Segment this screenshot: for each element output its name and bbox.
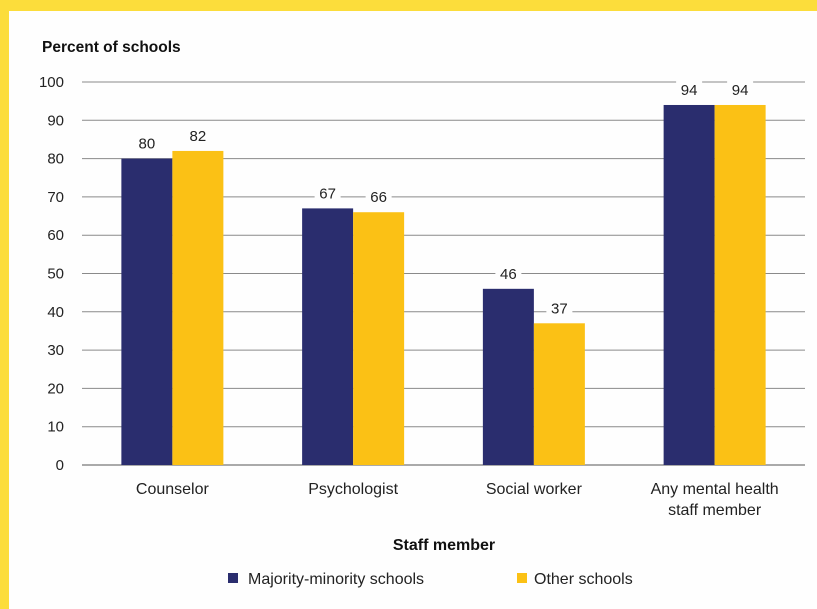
data-label-background — [133, 134, 160, 153]
bar — [714, 104, 766, 465]
data-label: 94 — [681, 82, 698, 99]
bar — [533, 323, 585, 465]
data-label-background — [546, 299, 573, 318]
data-label-background — [727, 80, 754, 99]
data-label-background — [495, 264, 522, 283]
y-tick-label: 40 — [47, 304, 64, 321]
category-label: Counselor — [136, 481, 210, 498]
data-label: 80 — [139, 136, 156, 153]
bar — [302, 208, 354, 465]
x-axis-categories: Counselor Psychologist Social worker Any me… — [136, 481, 779, 519]
data-label-background — [676, 80, 703, 99]
y-axis-ticks: 0 10 20 30 40 50 60 70 80 90 100 — [39, 74, 64, 474]
x-axis-title: Staff member — [393, 537, 495, 554]
data-labels: 80 82 67 66 46 37 94 94 — [133, 80, 754, 318]
y-tick-label: 80 — [47, 151, 64, 168]
category-label: Social worker — [486, 481, 583, 498]
data-label-background — [184, 126, 211, 145]
y-tick-label: 20 — [47, 380, 64, 397]
bar — [482, 288, 534, 465]
legend-swatch-other — [517, 573, 527, 583]
category-label: Any mental health — [651, 481, 779, 498]
data-label-background — [314, 184, 341, 203]
legend-label-other: Other schools — [534, 571, 633, 588]
bar — [663, 104, 715, 465]
y-tick-label: 60 — [47, 227, 64, 244]
data-label: 66 — [370, 189, 387, 206]
y-tick-label: 100 — [39, 74, 64, 91]
category-label: staff member — [668, 502, 762, 519]
legend: Majority-minority schools Other schools — [228, 571, 633, 588]
y-tick-label: 10 — [47, 419, 64, 436]
bar — [121, 158, 173, 465]
data-label: 82 — [190, 128, 207, 145]
data-label: 37 — [551, 300, 568, 317]
data-label: 46 — [500, 266, 517, 283]
legend-label-majority-minority: Majority-minority schools — [248, 571, 424, 588]
bars — [121, 104, 766, 465]
y-tick-label: 90 — [47, 112, 64, 129]
legend-swatch-majority-minority — [228, 573, 238, 583]
y-tick-label: 70 — [47, 189, 64, 206]
data-label: 67 — [319, 185, 336, 202]
y-axis-title: Percent of schools — [42, 39, 181, 56]
bar — [353, 212, 405, 465]
data-label-background — [365, 188, 392, 207]
y-tick-label: 30 — [47, 342, 64, 359]
data-label: 94 — [732, 82, 749, 99]
y-tick-label: 0 — [56, 457, 64, 474]
bar — [172, 150, 224, 465]
category-label: Psychologist — [308, 481, 398, 498]
y-tick-label: 50 — [47, 266, 64, 283]
